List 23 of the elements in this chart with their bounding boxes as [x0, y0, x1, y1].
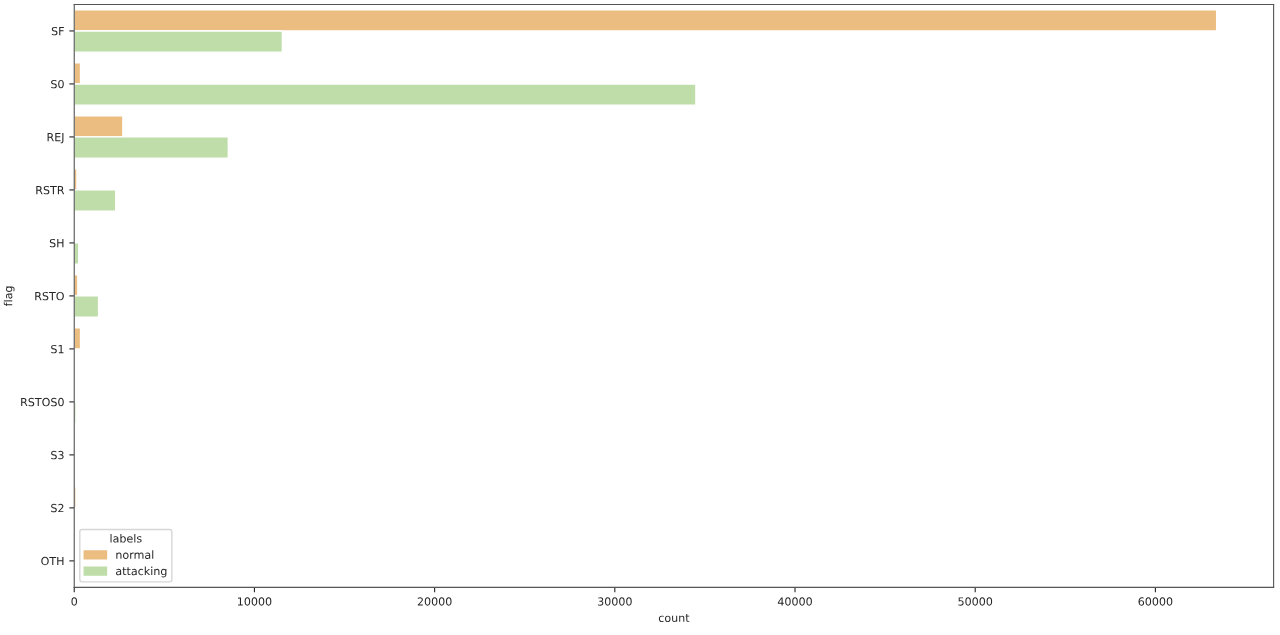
y-tick-label: S2	[51, 503, 64, 513]
y-tick-label: RSTR	[36, 185, 65, 195]
y-tick-label: SH	[49, 238, 64, 248]
legend-label: normal	[116, 550, 154, 559]
legend-label: attacking	[116, 566, 167, 578]
y-tick-label: RSTOS0	[21, 397, 64, 407]
x-tick-label: 0	[71, 597, 78, 606]
y-tick-label: S1	[51, 344, 64, 354]
x-tick-label: 40000	[777, 597, 812, 606]
x-tick-label: 10000	[237, 597, 272, 606]
x-tick-label: 50000	[958, 597, 993, 606]
legend-title: labels	[110, 534, 142, 543]
y-axis-title: flag	[3, 286, 15, 307]
x-tick-label: 60000	[1138, 597, 1173, 606]
x-tick-label: 20000	[417, 597, 452, 606]
y-tick-label: OTH	[41, 556, 64, 566]
y-tick-label: SF	[51, 26, 64, 36]
x-tick-label: 30000	[597, 597, 632, 606]
y-tick-label: RSTO	[35, 291, 64, 301]
y-tick-label: S0	[51, 79, 64, 89]
y-tick-label: S3	[51, 450, 64, 460]
y-tick-label: REJ	[47, 133, 64, 144]
x-axis-title: count	[658, 614, 690, 623]
